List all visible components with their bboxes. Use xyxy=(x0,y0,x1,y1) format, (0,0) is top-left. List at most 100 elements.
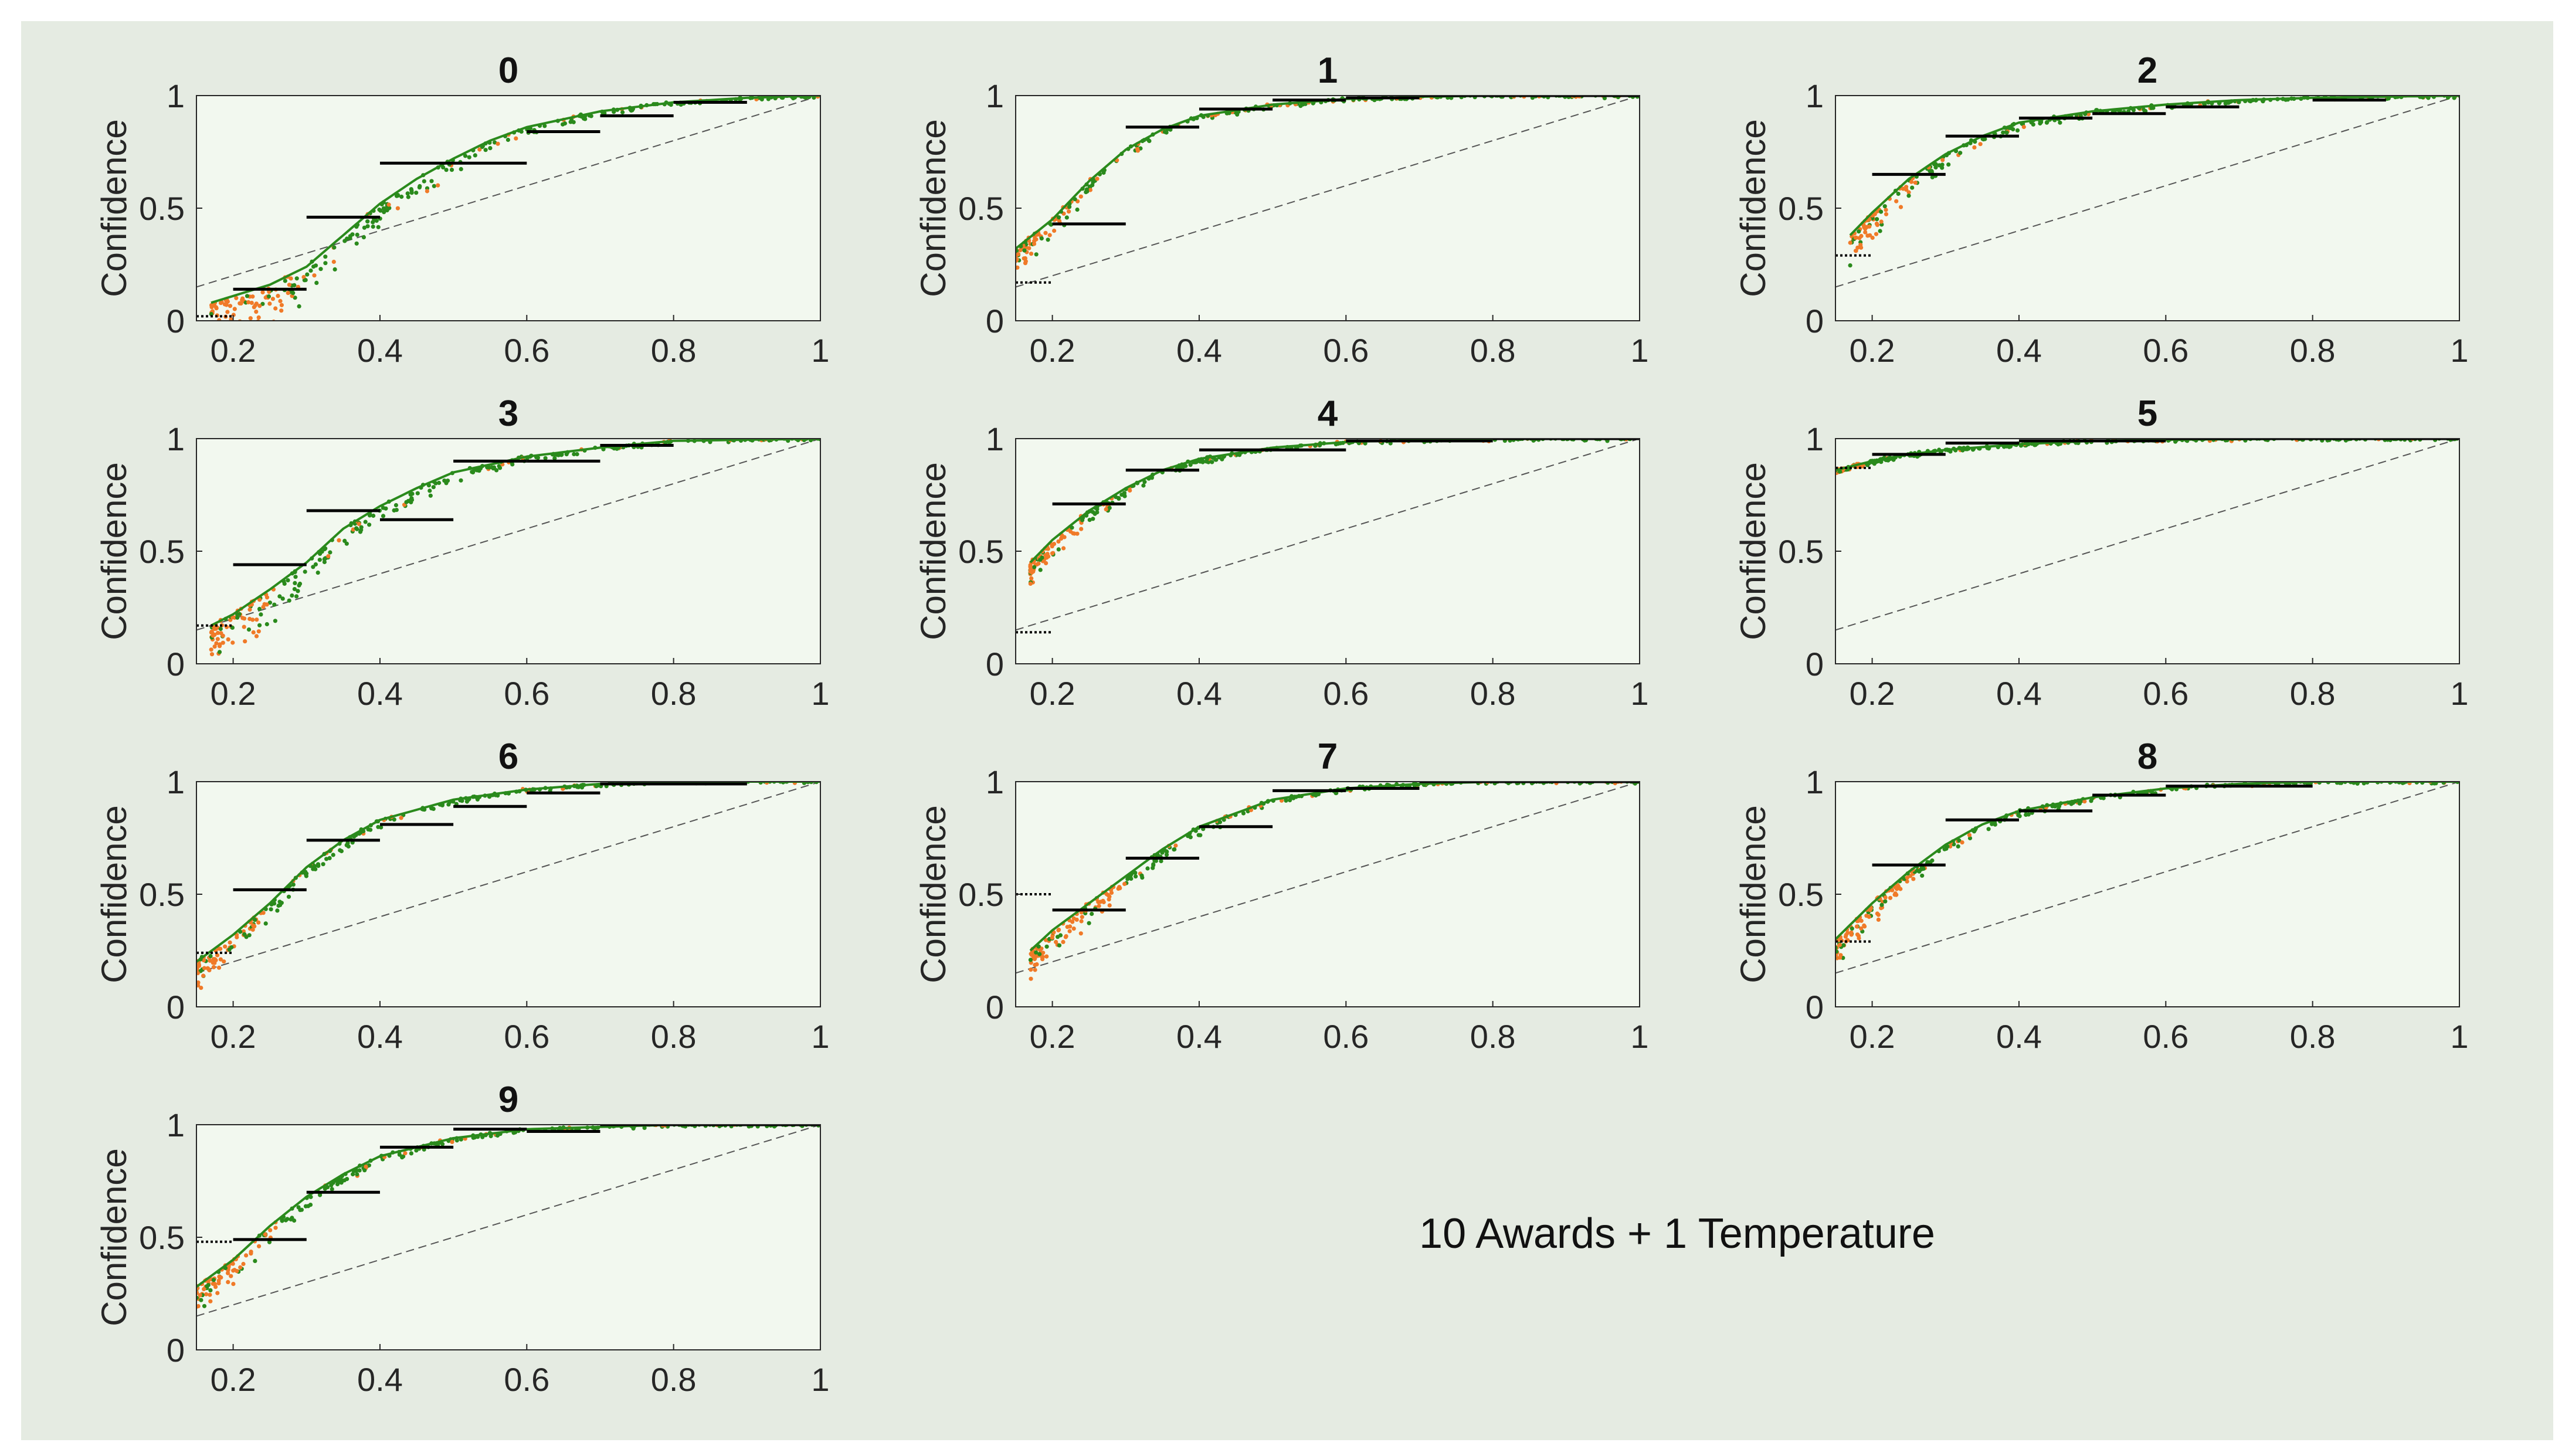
scatter-point-green xyxy=(406,498,410,504)
scatter-point-green xyxy=(342,239,347,243)
scatter-point-orange xyxy=(226,1279,230,1284)
scatter-point-orange xyxy=(246,300,251,304)
scatter-point-orange xyxy=(1029,576,1034,581)
scatter-point-green xyxy=(277,900,282,904)
plot-content xyxy=(196,96,820,321)
scatter-point-green xyxy=(303,278,308,283)
subplot-5: 0.2 0.4 0.6 0.8 1 0 0.5 1 Confidence 5 xyxy=(1733,393,2469,712)
subplot-title: 2 xyxy=(2137,50,2157,91)
scatter-point-orange xyxy=(1911,877,1916,881)
scatter-point-green xyxy=(331,853,335,857)
scatter-point-green xyxy=(339,849,344,854)
scatter-point-green xyxy=(2004,130,2009,135)
scatter-point-orange xyxy=(215,953,220,958)
scatter-point-green xyxy=(363,520,368,524)
scatter-point-orange xyxy=(247,616,252,622)
scatter-point-orange xyxy=(1034,962,1039,967)
scatter-point-orange xyxy=(1855,245,1860,250)
scatter-point-green xyxy=(287,598,291,603)
trend-curve xyxy=(211,439,820,627)
scatter-point-orange xyxy=(1874,232,1879,236)
scatter-point-green xyxy=(1151,863,1156,868)
scatter-point-green xyxy=(459,167,463,171)
x-tick-label: 0.4 xyxy=(1996,1018,2042,1055)
scatter-point-green xyxy=(409,187,413,192)
scatter-point-green xyxy=(374,218,379,223)
scatter-point-orange xyxy=(215,630,220,635)
x-tick-label: 0.2 xyxy=(211,675,256,712)
scatter-point-orange xyxy=(1843,934,1848,939)
scatter-point-orange xyxy=(212,961,217,965)
scatter-point-green xyxy=(463,154,468,158)
x-tick-label: 0.8 xyxy=(1470,675,1516,712)
scatter-point-green xyxy=(1129,876,1134,881)
scatter-point-orange xyxy=(289,276,293,281)
scatter-point-orange xyxy=(243,639,247,644)
y-tick-label: 0 xyxy=(1806,303,1824,340)
scatter-point-orange xyxy=(1047,233,1052,237)
scatter-point-green xyxy=(1241,811,1246,816)
scatter-point-green xyxy=(335,1182,340,1187)
scatter-point-orange xyxy=(211,633,215,638)
scatter-point-orange xyxy=(1028,581,1033,586)
scatter-point-green xyxy=(1016,249,1019,253)
scatter-point-green xyxy=(1091,517,1095,521)
trend-curve xyxy=(211,96,820,304)
scatter-point-green xyxy=(505,137,511,142)
x-tick-label: 0.6 xyxy=(504,332,549,369)
x-tick-label: 0.2 xyxy=(1850,332,1895,369)
scatter-point-green xyxy=(277,594,282,599)
scatter-point-green xyxy=(367,522,372,527)
scatter-point-orange xyxy=(1029,968,1033,972)
trend-curve xyxy=(1835,782,2459,941)
scatter-point-orange xyxy=(214,306,219,311)
scatter-point-orange xyxy=(257,598,262,602)
scatter-point-green xyxy=(371,220,375,225)
scatter-point-orange xyxy=(1078,194,1083,199)
scatter-point-green xyxy=(1875,217,1879,222)
scatter-point-orange xyxy=(1032,954,1037,959)
scatter-point-green xyxy=(308,268,313,273)
x-tick-label: 1 xyxy=(2450,675,2468,712)
y-tick-label: 1 xyxy=(1806,420,1824,457)
scatter-point-green xyxy=(227,947,232,952)
scatter-point-orange xyxy=(215,1291,220,1295)
scatter-point-green xyxy=(2142,108,2147,113)
scatter-point-orange xyxy=(1905,879,1909,884)
scatter-point-green xyxy=(376,225,381,229)
scatter-point-green xyxy=(1986,827,1991,831)
x-tick-label: 0.8 xyxy=(651,675,697,712)
y-tick-label: 1 xyxy=(1806,77,1824,114)
scatter-point-green xyxy=(1064,215,1069,220)
scatter-point-green xyxy=(1857,229,1861,234)
scatter-point-green xyxy=(1848,263,1852,268)
scatter-point-green xyxy=(371,513,376,518)
subplot-8: 0.2 0.4 0.6 0.8 1 0 0.5 1 Confidence 8 xyxy=(1733,737,2469,1055)
scatter-point-green xyxy=(1196,833,1201,837)
scatter-point-orange xyxy=(1859,245,1864,250)
scatter-point-green xyxy=(218,626,223,632)
trend-curve xyxy=(196,1125,820,1288)
y-axis-label: Confidence xyxy=(914,119,953,297)
scatter-point-green xyxy=(561,122,565,127)
y-tick-label: 1 xyxy=(986,420,1004,457)
subplot-title: 9 xyxy=(498,1080,518,1120)
scatter-point-green xyxy=(1090,911,1094,917)
scatter-point-green xyxy=(285,1217,290,1221)
scatter-point-orange xyxy=(229,317,233,321)
scatter-point-orange xyxy=(230,640,235,645)
y-tick-label: 0 xyxy=(986,303,1004,340)
x-tick-label: 1 xyxy=(811,675,829,712)
scatter-point-orange xyxy=(1070,919,1075,924)
scatter-point-green xyxy=(1917,869,1922,874)
scatter-point-orange xyxy=(262,602,267,606)
scatter-point-green xyxy=(1141,483,1146,488)
scatter-point-green xyxy=(1956,844,1960,849)
scatter-point-orange xyxy=(209,647,213,652)
plot-area xyxy=(1016,96,1640,321)
scatter-point-orange xyxy=(1913,180,1918,185)
scatter-point-orange xyxy=(1876,917,1881,922)
y-tick-label: 0.5 xyxy=(958,190,1004,227)
x-tick-label: 0.6 xyxy=(504,1361,549,1398)
scatter-point-green xyxy=(202,1304,207,1308)
